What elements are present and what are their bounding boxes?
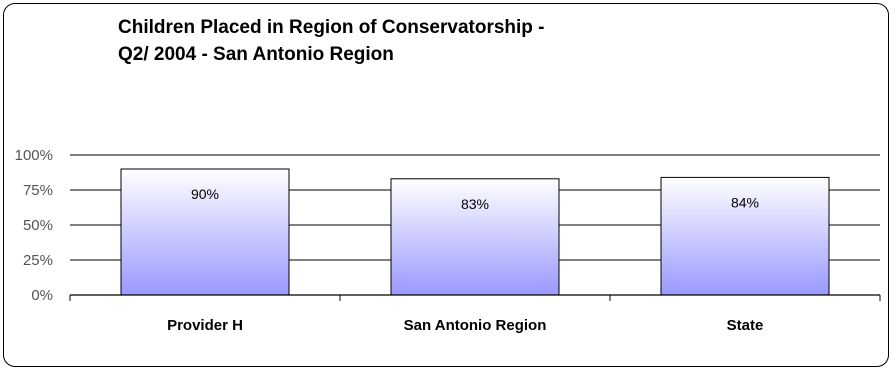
y-tick-label: 0%	[31, 287, 53, 304]
bar	[390, 178, 560, 296]
category-label: San Antonio Region	[404, 317, 547, 334]
chart-title: Children Placed in Region of Conservator…	[118, 14, 545, 68]
chart-title-line-1: Children Placed in Region of Conservator…	[118, 17, 545, 38]
y-tick-label: 75%	[23, 182, 53, 199]
data-label: 90%	[191, 186, 219, 202]
y-tick-label: 50%	[23, 217, 53, 234]
axes	[69, 294, 881, 301]
y-tick-label: 25%	[23, 252, 53, 269]
category-label: Provider H	[167, 317, 243, 334]
bar	[120, 168, 290, 296]
data-label: 84%	[731, 194, 759, 210]
labels: 0% 25% 50% 75% 100% 90% Provider H 83% San Anton…	[15, 147, 764, 334]
category-label: State	[727, 317, 764, 334]
bars	[120, 168, 830, 296]
y-tick-label: 100%	[15, 147, 53, 164]
chart-title-line-2: Q2/ 2004 - San Antonio Region	[118, 44, 394, 65]
data-label: 83%	[461, 196, 489, 212]
